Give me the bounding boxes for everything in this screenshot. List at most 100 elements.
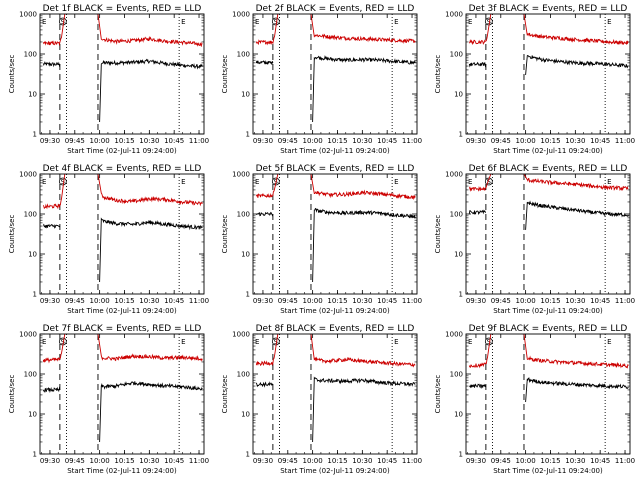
y-tick-label: 1000: [19, 11, 37, 19]
x-tick-label: 10:15: [540, 137, 560, 145]
y-tick-label: 10: [241, 251, 250, 259]
y-tick-label: 10: [454, 91, 463, 99]
detector-panel: Det 8f BLACK = Events, RED = LLD Counts/s…: [221, 324, 422, 475]
x-tick-label: 10:00: [303, 297, 323, 305]
x-tick-label: 11:00: [402, 297, 422, 305]
interval-marker-e: E: [42, 18, 46, 26]
x-tick-label: 09:45: [491, 137, 511, 145]
x-tick-label: 09:30: [466, 297, 486, 305]
y-tick-label: 1: [459, 131, 463, 139]
x-axis-label: Start Time (02-Jul-11 09:24:00): [67, 147, 177, 155]
interval-marker-e: E: [468, 18, 472, 26]
y-tick-label: 10: [28, 91, 37, 99]
series-events-line: [255, 381, 274, 388]
plot-frame: [252, 333, 418, 455]
y-tick-label: 1000: [19, 331, 37, 339]
interval-marker-e: E: [255, 178, 259, 186]
x-tick-label: 10:45: [377, 457, 397, 465]
x-tick-label: 09:45: [65, 137, 85, 145]
interval-marker-e: E: [181, 18, 185, 26]
interval-marker-e: E: [607, 178, 611, 186]
x-axis-label: Start Time (02-Jul-11 09:24:00): [280, 467, 390, 475]
panel-title: Det 1f BLACK = Events, RED = LLD: [43, 4, 202, 14]
x-tick-label: 10:30: [139, 457, 159, 465]
interval-marker-s: S: [274, 18, 279, 26]
interval-marker-e: E: [42, 338, 46, 346]
x-tick-label: 10:30: [565, 137, 585, 145]
x-tick-label: 11:00: [402, 457, 422, 465]
series-lld-line: [96, 14, 203, 48]
plot-area: [468, 174, 629, 230]
x-tick-label: 10:30: [139, 137, 159, 145]
y-axis-label: Counts/sec: [8, 375, 16, 414]
x-axis-label: Start Time (02-Jul-11 09:24:00): [493, 307, 603, 315]
x-tick-label: 09:45: [278, 457, 298, 465]
x-tick-label: 10:45: [164, 457, 184, 465]
x-tick-label: 10:00: [303, 137, 323, 145]
x-tick-label: 09:30: [466, 457, 486, 465]
plot-area: [255, 334, 416, 443]
plot-area: [42, 14, 203, 123]
y-axis-label: Counts/sec: [8, 55, 16, 94]
x-tick-label: 10:00: [90, 297, 110, 305]
interval-marker-s: S: [487, 178, 492, 186]
y-tick-label: 1: [33, 131, 37, 139]
x-tick-label: 10:00: [303, 457, 323, 465]
series-lld-line: [468, 174, 493, 192]
interval-marker-e: E: [468, 178, 472, 186]
x-tick-label: 10:45: [377, 297, 397, 305]
series-lld-line: [42, 174, 67, 210]
x-tick-label: 11:00: [615, 297, 635, 305]
plot-frame: [39, 13, 205, 135]
x-axis-label: Start Time (02-Jul-11 09:24:00): [67, 467, 177, 475]
x-tick-label: 10:00: [90, 457, 110, 465]
y-tick-label: 1000: [445, 171, 463, 179]
x-tick-label: 09:30: [40, 297, 60, 305]
plot-frame: [465, 173, 631, 295]
plot-area: [255, 14, 416, 123]
y-tick-label: 100: [450, 371, 463, 379]
y-tick-label: 10: [241, 91, 250, 99]
interval-marker-circle: [484, 177, 493, 186]
x-tick-label: 09:45: [278, 137, 298, 145]
y-tick-label: 1: [459, 291, 463, 299]
panel-title: Det 7f BLACK = Events, RED = LLD: [43, 324, 202, 334]
y-axis-label: Counts/sec: [434, 215, 442, 254]
series-lld-line: [522, 174, 629, 192]
plot-area: [468, 334, 629, 403]
series-events-line: [255, 211, 274, 217]
interval-marker-e: E: [42, 178, 46, 186]
series-events-line: [468, 209, 486, 216]
x-tick-label: 10:45: [590, 457, 610, 465]
x-tick-label: 11:00: [615, 137, 635, 145]
panel-title: Det 2f BLACK = Events, RED = LLD: [256, 4, 415, 14]
x-tick-label: 10:15: [540, 297, 560, 305]
plot-area: [42, 174, 203, 283]
interval-marker-s: S: [487, 18, 492, 26]
y-tick-label: 1000: [19, 171, 37, 179]
series-events-line: [469, 383, 487, 389]
x-tick-label: 10:45: [164, 297, 184, 305]
x-axis-label: Start Time (02-Jul-11 09:24:00): [493, 467, 603, 475]
interval-marker-e: E: [181, 338, 185, 346]
series-events-line: [99, 217, 203, 283]
x-tick-label: 10:45: [377, 137, 397, 145]
x-tick-label: 11:00: [189, 137, 209, 145]
series-lld-line: [468, 334, 493, 369]
series-lld-line: [96, 334, 203, 362]
y-tick-label: 100: [24, 371, 37, 379]
panel-title: Det 6f BLACK = Events, RED = LLD: [469, 164, 628, 174]
y-tick-label: 100: [450, 211, 463, 219]
interval-marker-e: E: [394, 18, 398, 26]
x-tick-label: 11:00: [189, 457, 209, 465]
series-events-line: [525, 54, 629, 75]
x-axis-label: Start Time (02-Jul-11 09:24:00): [280, 307, 390, 315]
series-lld-line: [309, 174, 416, 201]
plot-frame: [465, 13, 631, 135]
x-tick-label: 10:00: [516, 297, 536, 305]
interval-marker-e: E: [607, 338, 611, 346]
y-tick-label: 10: [454, 251, 463, 259]
series-lld-line: [96, 174, 203, 207]
plot-frame: [39, 173, 205, 295]
y-tick-label: 100: [24, 51, 37, 59]
